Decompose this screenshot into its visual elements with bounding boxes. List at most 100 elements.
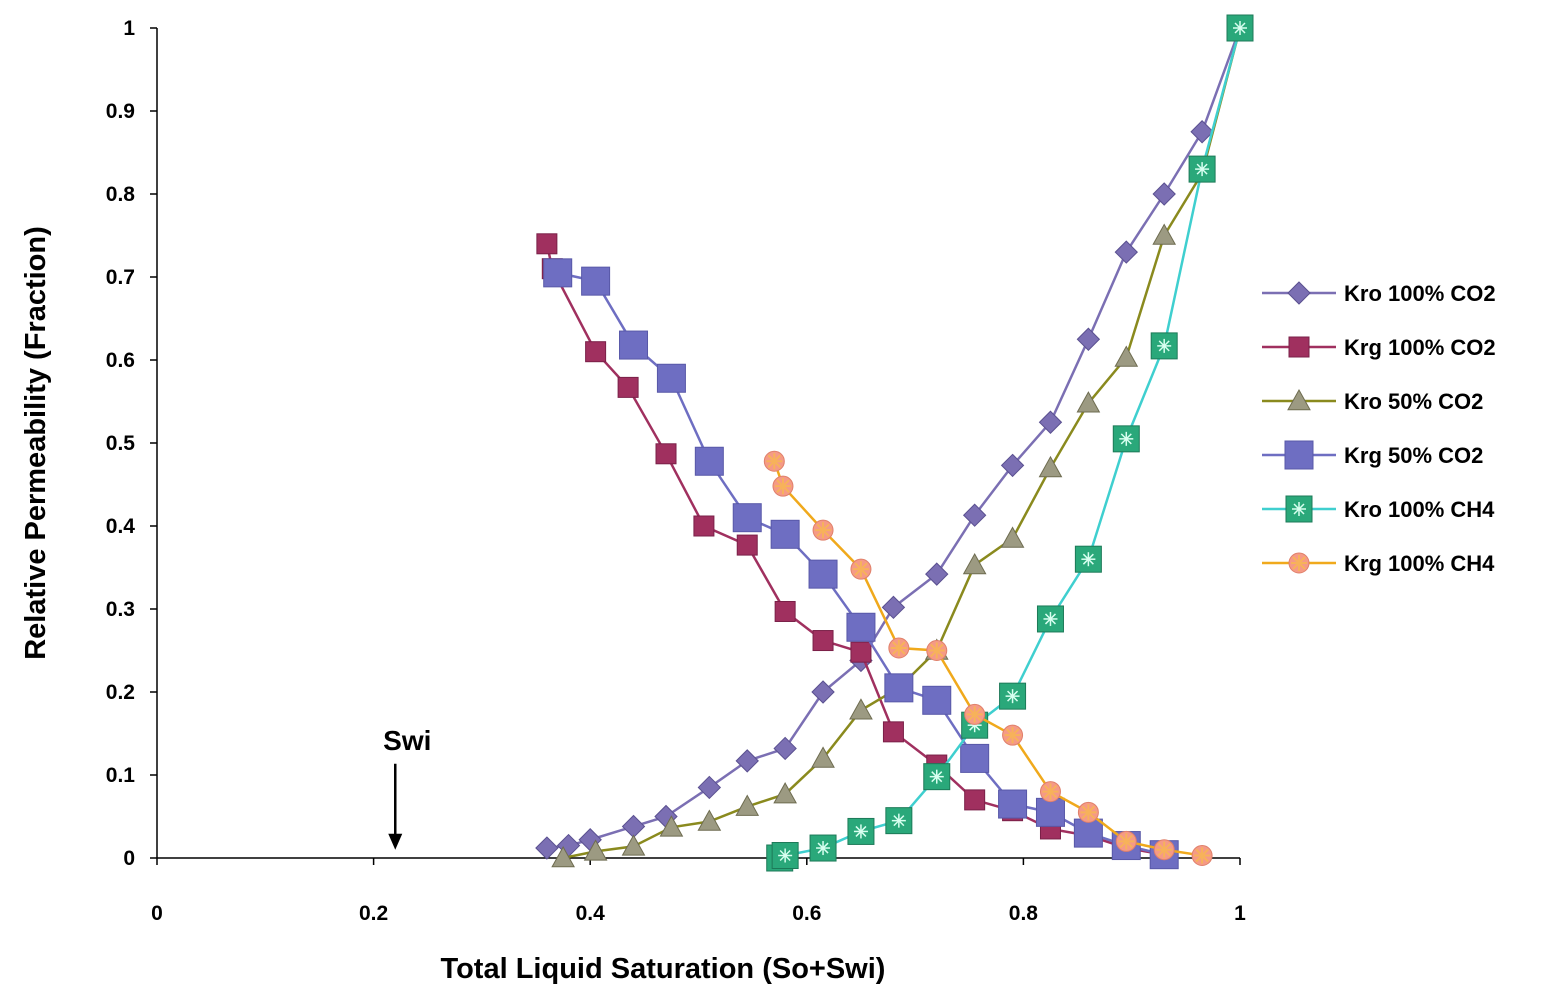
- data-point: [735, 749, 759, 773]
- swi-annotation: Swi: [383, 725, 431, 850]
- y-tick-label: 0: [123, 847, 135, 870]
- data-point: [809, 834, 837, 862]
- data-point: [964, 703, 986, 725]
- series-krg-100-ch4: [763, 450, 1213, 867]
- data-point: [617, 376, 639, 398]
- legend-label: Kro 100% CH4: [1344, 497, 1495, 522]
- legend-label: Kro 50% CO2: [1344, 389, 1483, 414]
- legend-item: Krg 50% CO2: [1262, 440, 1483, 470]
- legend-item: Krg 100% CO2: [1262, 335, 1496, 360]
- data-point: [1073, 818, 1103, 848]
- data-point: [850, 558, 872, 580]
- data-point: [770, 519, 800, 549]
- data-point: [697, 809, 722, 831]
- data-point: [1036, 605, 1064, 633]
- series-line: [773, 460, 1203, 857]
- legend-marker: [1287, 281, 1311, 305]
- data-point: [962, 552, 987, 575]
- chart-series: [535, 14, 1254, 872]
- legend-label: Kro 100% CO2: [1344, 281, 1496, 306]
- data-point: [923, 763, 951, 791]
- y-axis-title: Relative Permeability (Fraction): [20, 226, 52, 660]
- legend-label: Krg 100% CH4: [1344, 551, 1495, 576]
- data-point: [773, 736, 797, 761]
- data-point: [812, 519, 834, 541]
- data-point: [771, 842, 799, 870]
- data-point: [1115, 830, 1137, 852]
- y-tick-label: 0.5: [106, 432, 136, 455]
- data-point: [1035, 797, 1065, 827]
- data-point: [846, 612, 876, 642]
- data-point: [736, 534, 758, 556]
- y-tick-label: 0.4: [106, 515, 136, 538]
- data-point: [1039, 781, 1061, 803]
- data-point: [1076, 327, 1101, 351]
- legend-marker: [1285, 495, 1313, 523]
- data-point: [881, 595, 906, 620]
- data-point: [1153, 839, 1175, 861]
- data-point: [1112, 425, 1140, 453]
- series-krg-50-co2: [543, 258, 1179, 870]
- data-point: [735, 794, 760, 816]
- data-point: [1188, 155, 1216, 183]
- data-point: [581, 266, 611, 296]
- y-tick-label: 0.3: [106, 598, 135, 621]
- data-point: [1190, 120, 1214, 144]
- data-point: [1150, 332, 1178, 360]
- data-point: [543, 258, 573, 288]
- data-point: [1226, 14, 1254, 42]
- legend-item: Kro 50% CO2: [1262, 388, 1483, 414]
- data-point: [962, 503, 987, 527]
- y-tick-label: 0.1: [106, 764, 136, 787]
- data-point: [1002, 724, 1024, 746]
- data-point: [772, 475, 794, 497]
- legend-marker: [1284, 440, 1314, 470]
- data-point: [850, 641, 872, 663]
- data-point: [925, 562, 949, 586]
- data-point: [1152, 223, 1177, 245]
- legend-label: Krg 50% CO2: [1344, 443, 1483, 468]
- data-point: [655, 443, 677, 465]
- data-point: [1114, 345, 1139, 367]
- data-point: [619, 330, 649, 360]
- data-point: [964, 789, 986, 811]
- data-point: [885, 807, 913, 835]
- y-tick-label: 1: [123, 17, 135, 40]
- data-point: [1000, 453, 1025, 478]
- data-point: [1038, 410, 1063, 434]
- data-point: [888, 637, 910, 659]
- data-point: [656, 363, 686, 393]
- data-point: [535, 836, 559, 860]
- data-point: [884, 673, 914, 703]
- data-point: [922, 685, 952, 715]
- data-point: [999, 682, 1027, 710]
- data-point: [849, 698, 873, 720]
- data-point: [960, 743, 990, 773]
- data-point: [1191, 845, 1213, 867]
- data-point: [763, 450, 785, 472]
- x-tick-label: 0: [151, 902, 163, 925]
- data-point: [585, 341, 607, 363]
- data-point: [697, 775, 722, 800]
- x-tick-label: 1: [1234, 902, 1246, 925]
- data-point: [1114, 240, 1138, 264]
- data-point: [1074, 545, 1102, 573]
- legend-item: Krg 100% CH4: [1262, 551, 1495, 576]
- legend-item: Kro 100% CO2: [1262, 281, 1496, 306]
- chart-legend: Kro 100% CO2 Krg 100% CO2 Kro 50% CO2 Krg 5…: [1262, 281, 1496, 576]
- data-point: [1152, 182, 1176, 206]
- data-point: [659, 815, 684, 837]
- x-tick-label: 0.6: [792, 902, 821, 925]
- data-point: [551, 845, 575, 868]
- y-tick-label: 0.7: [106, 266, 135, 289]
- y-tick-label: 0.6: [106, 349, 135, 372]
- data-point: [732, 503, 762, 533]
- x-tick-label: 0.4: [576, 902, 606, 925]
- x-tick-label: 0.8: [1009, 902, 1039, 925]
- data-point: [773, 782, 797, 804]
- y-tick-label: 0.2: [106, 681, 135, 704]
- data-point: [812, 630, 834, 652]
- x-tick-label: 0.2: [359, 902, 388, 925]
- legend-marker: [1288, 336, 1310, 358]
